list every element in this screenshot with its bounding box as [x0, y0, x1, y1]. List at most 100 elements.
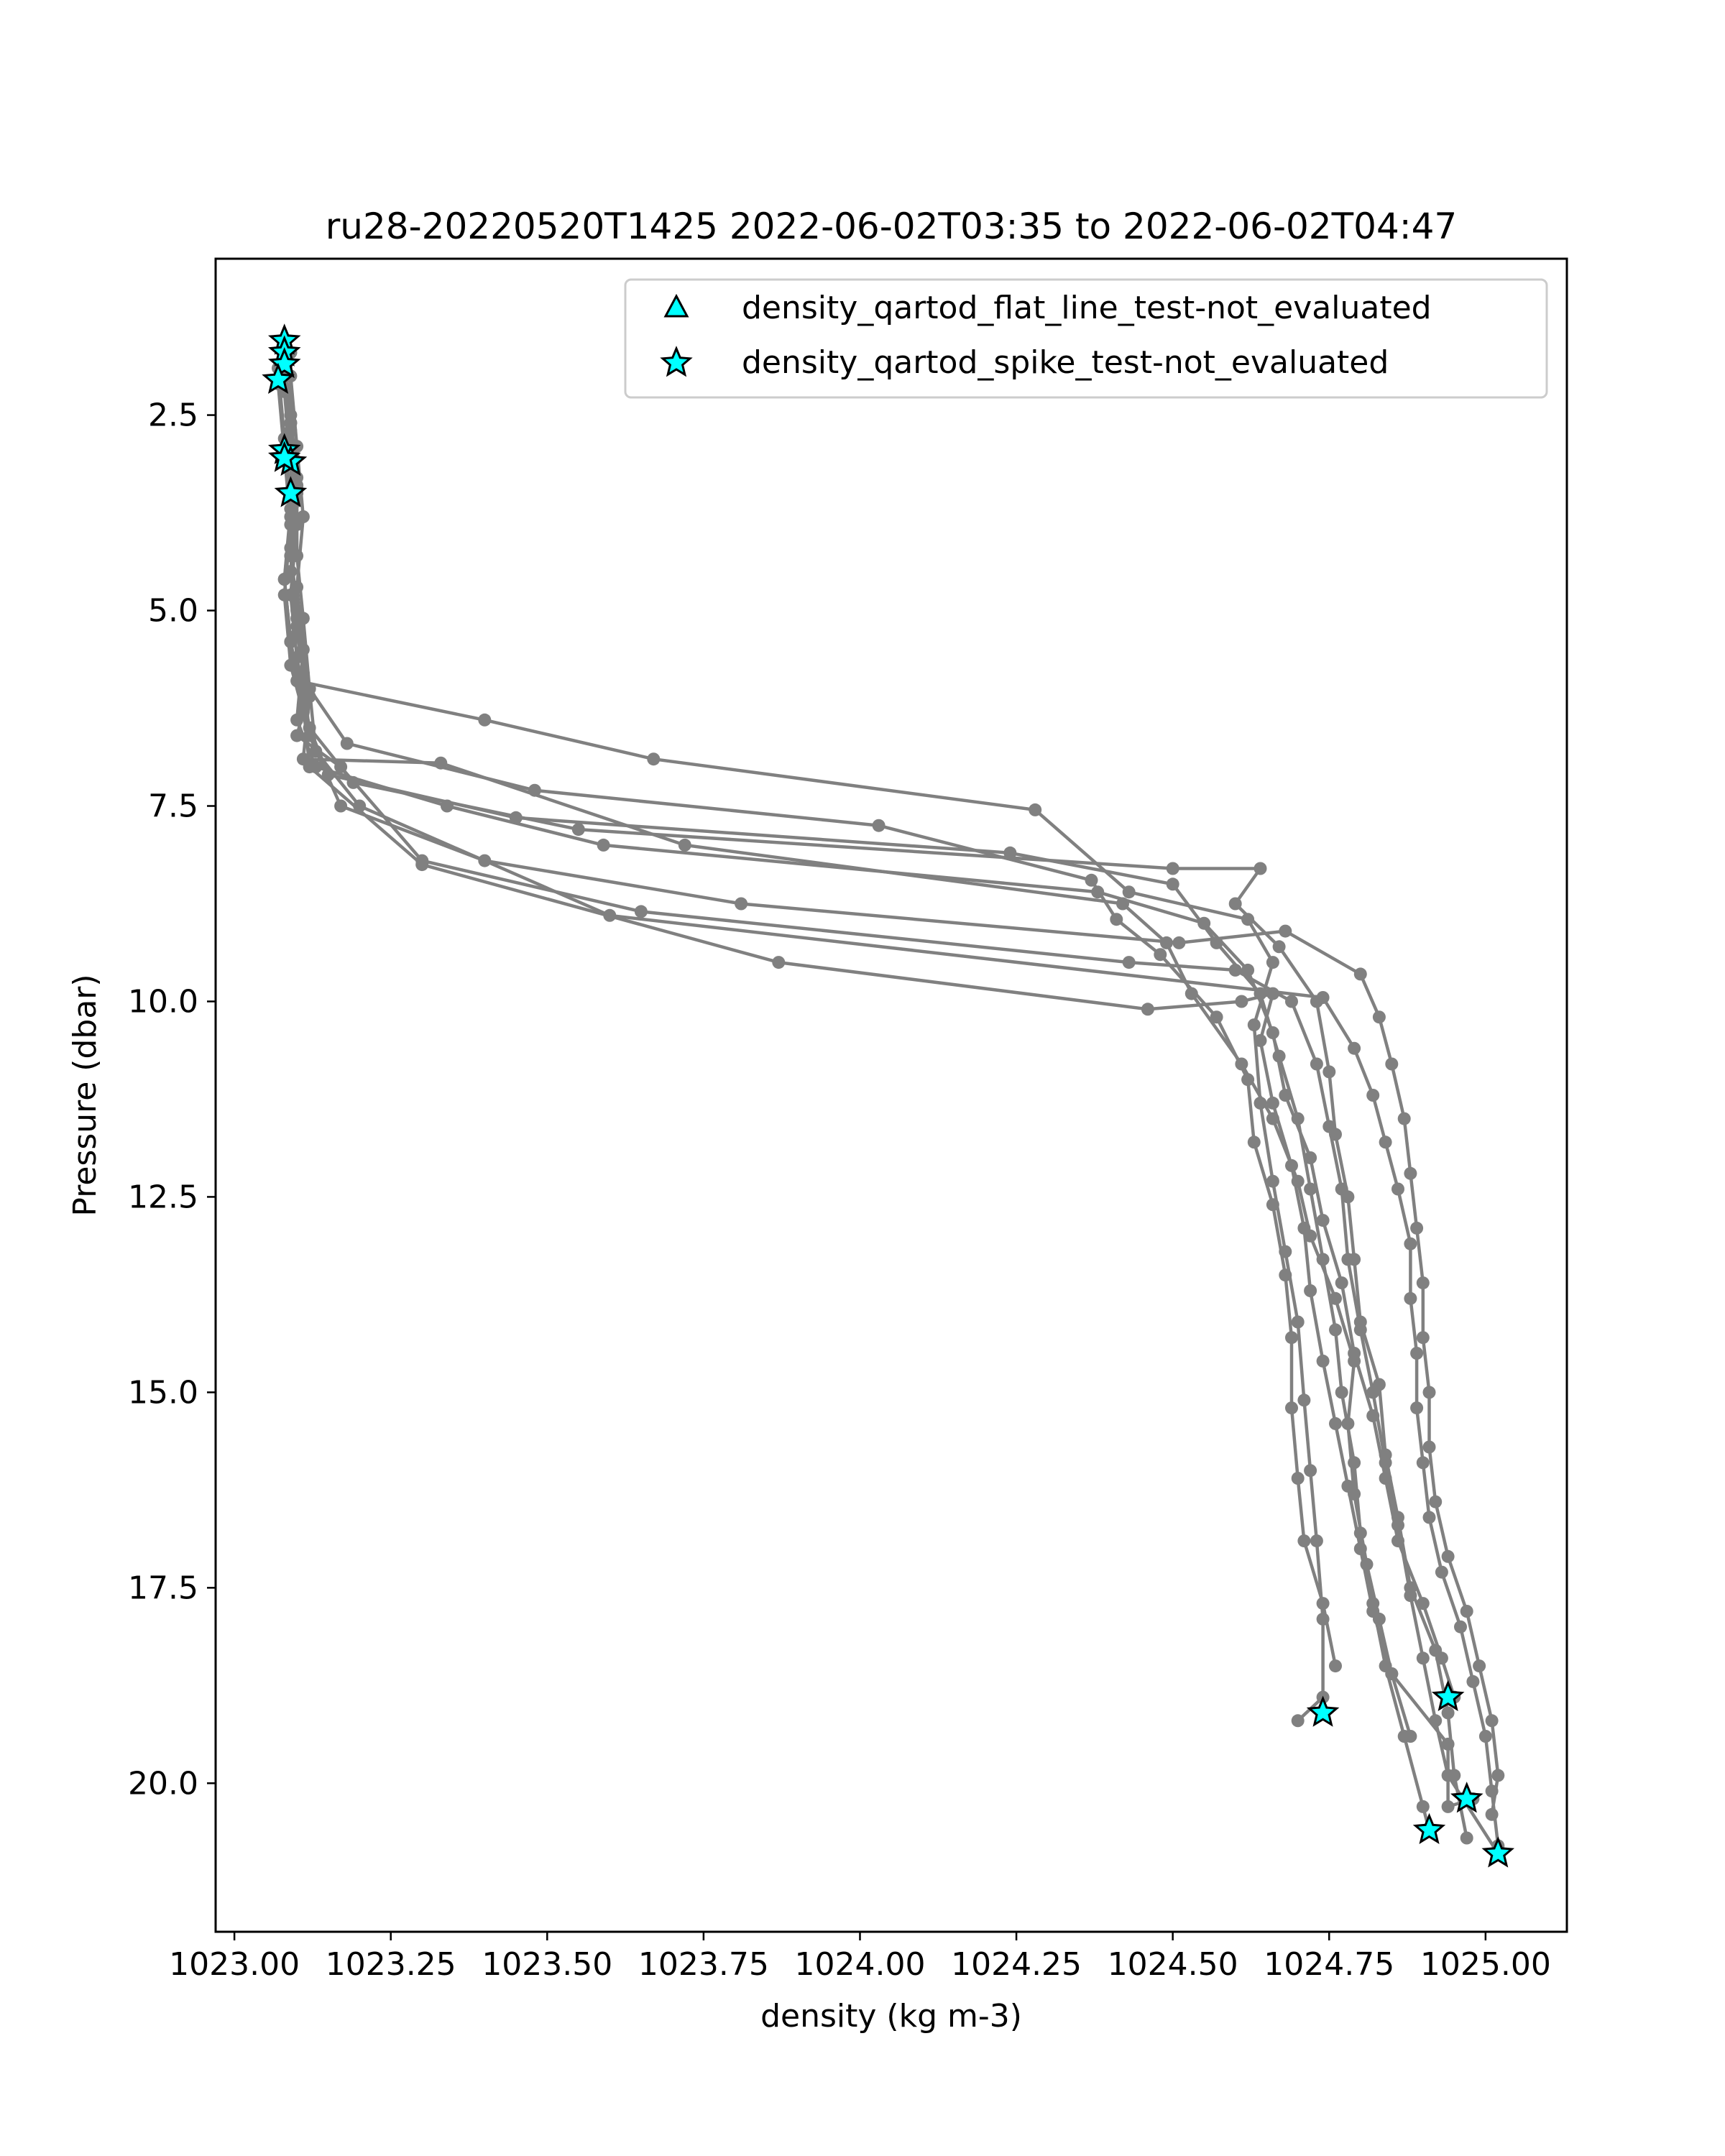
x-tick-label: 1023.50 — [482, 1946, 612, 1983]
profile-9-point-25 — [1460, 1605, 1473, 1618]
profile-4-point-18 — [1348, 1347, 1361, 1360]
profile-10-point-21 — [1435, 1565, 1448, 1579]
profile-3-point-9 — [678, 838, 691, 852]
profile-6-point-11 — [1228, 897, 1242, 911]
profile-8-point-5 — [284, 635, 298, 648]
profile-8-point-23 — [1385, 1667, 1399, 1680]
profile-10-point-8 — [353, 799, 367, 813]
x-tick-label: 1023.25 — [326, 1946, 456, 1983]
profile-6-point-14 — [1322, 1065, 1336, 1079]
chart-title: ru28-20220520T1425 2022-06-02T03:35 to 2… — [326, 206, 1458, 247]
profile-4-point-10 — [1091, 885, 1105, 899]
profile-9-point-24 — [1441, 1549, 1455, 1563]
flagged-star-9 — [1306, 1695, 1340, 1727]
profile-line-3 — [282, 368, 1474, 1809]
profile-8-point-19 — [1329, 1416, 1342, 1430]
profile-2-point-9 — [872, 819, 886, 832]
profile-1-point-24 — [1291, 1714, 1305, 1728]
profile-3-point-17 — [1329, 1291, 1342, 1305]
profile-5-point-24 — [1416, 1800, 1430, 1813]
profile-7-point-16 — [1335, 1182, 1348, 1196]
profile-line-7 — [289, 352, 1500, 1855]
profile-line-8 — [276, 368, 1412, 1737]
profile-8-point-16 — [1297, 1221, 1311, 1235]
y-tick-label: 12.5 — [128, 1179, 198, 1215]
legend-star-marker — [660, 346, 693, 377]
flagged-points-layer — [262, 323, 1515, 1868]
y-tick-label: 2.5 — [148, 397, 198, 434]
profile-7-point-15 — [1322, 1120, 1336, 1133]
profile-1-point-13 — [1266, 956, 1279, 969]
profile-9-point-23 — [1429, 1495, 1443, 1508]
y-tick-label: 7.5 — [148, 788, 198, 824]
profile-7-point-10 — [634, 905, 648, 918]
y-axis: 2.5 5.0 7.5 10.0 12.5 15.0 17.5 20.0 — [128, 397, 216, 1802]
profile-line-10 — [289, 352, 1500, 1846]
profile-line-1 — [282, 344, 1325, 1722]
x-tick-label: 1024.25 — [951, 1946, 1082, 1983]
profile-2-point-19 — [1285, 1401, 1298, 1415]
profile-8-point-15 — [1285, 1158, 1298, 1172]
profile-5-point-14 — [1291, 1112, 1305, 1125]
profile-4-point-9 — [597, 838, 610, 852]
profile-1-point-11 — [1122, 885, 1136, 899]
profile-7-point-19 — [1366, 1386, 1380, 1399]
profile-2-point-13 — [1210, 1010, 1223, 1024]
profile-9-point-11 — [1172, 936, 1186, 949]
profile-8-point-21 — [1353, 1542, 1367, 1555]
profile-9-point-15 — [1385, 1057, 1399, 1071]
profile-1-point-18 — [1291, 1315, 1305, 1329]
profile-2-point-22 — [1316, 1597, 1330, 1611]
profile-8-point-18 — [1316, 1354, 1330, 1368]
profile-8-point-17 — [1304, 1284, 1317, 1297]
profile-7-point-13 — [1285, 995, 1298, 1008]
profile-7-point-24 — [1429, 1714, 1443, 1728]
profile-6-point-8 — [571, 823, 585, 837]
profile-8-point-14 — [1266, 1096, 1279, 1110]
profile-line-9 — [282, 356, 1500, 1815]
profile-10-point-14 — [1392, 1182, 1404, 1196]
profile-7-point-12 — [1228, 963, 1242, 977]
plot-frame — [214, 257, 1568, 1933]
profile-7-point-11 — [1122, 956, 1136, 969]
profile-5-point-13 — [1272, 1049, 1286, 1063]
profile-7-point-21 — [1392, 1519, 1404, 1532]
profile-9-point-19 — [1416, 1276, 1430, 1290]
profile-10-point-6 — [303, 682, 316, 696]
profile-4-point-15 — [1304, 1151, 1317, 1164]
profile-10-point-11 — [1348, 1041, 1361, 1055]
profile-1-point-20 — [1304, 1464, 1317, 1478]
profile-line-2 — [282, 360, 1338, 1667]
profile-4-point-16 — [1316, 1214, 1330, 1227]
profile-5-point-15 — [1304, 1182, 1317, 1196]
profile-2-point-17 — [1279, 1268, 1292, 1282]
profile-8-point-13 — [1254, 1033, 1267, 1047]
x-tick-label: 1024.75 — [1264, 1946, 1394, 1983]
profile-8-point-22 — [1366, 1605, 1380, 1618]
flagged-star-10 — [1431, 1680, 1465, 1711]
profile-10-point-12 — [1366, 1089, 1380, 1102]
profile-line-6 — [282, 391, 1468, 1838]
profile-3-point-25 — [1441, 1800, 1455, 1813]
profile-9-point-26 — [1473, 1659, 1486, 1673]
profile-2-point-10 — [1085, 873, 1098, 887]
y-tick-label: 20.0 — [128, 1765, 198, 1802]
y-tick-label: 15.0 — [128, 1374, 198, 1411]
profile-8-point-8 — [415, 858, 429, 872]
legend-label-flat-line: density_qartod_flat_line_test-not_evalua… — [742, 290, 1432, 326]
profile-6-point-9 — [1166, 862, 1179, 875]
profile-5-point-16 — [1316, 1253, 1330, 1266]
profile-10-point-15 — [1404, 1237, 1417, 1250]
profile-7-point-17 — [1341, 1253, 1355, 1266]
profile-10-point-2 — [284, 416, 298, 430]
profile-8-point-11 — [1235, 995, 1248, 1008]
profile-9-point-21 — [1422, 1386, 1436, 1399]
x-tick-label: 1023.75 — [638, 1946, 769, 1983]
profile-7-point-7 — [290, 729, 304, 742]
profile-8-point-4 — [277, 573, 291, 586]
profile-5-point-10 — [1166, 877, 1179, 891]
profile-3-point-8 — [434, 756, 448, 770]
flagged-star-11 — [1450, 1782, 1484, 1813]
profile-7-point-22 — [1404, 1589, 1417, 1603]
